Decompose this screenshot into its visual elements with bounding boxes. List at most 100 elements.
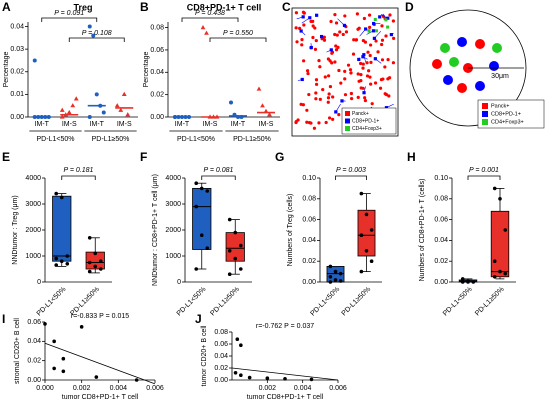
point [503,271,508,276]
y-tick-label: 0.00 [27,377,41,384]
x-tick-label: IM-T [175,121,190,128]
cell-dot [300,43,304,47]
point [492,275,497,279]
box [357,209,376,257]
cell-dot [346,63,351,67]
point [125,112,131,117]
cell [457,83,467,93]
cell-dot [373,57,377,61]
x-tick-label: PD-L1<50% [36,286,68,318]
y-axis-label: Numbers of Treg (cells) [287,194,294,267]
cell-dot [305,120,309,124]
y-tick-label: 0.02 [214,365,228,372]
point [338,271,343,276]
cell-dot [348,68,353,72]
cell-dot [329,19,333,24]
annotation: r=-0.833 P = 0.015 [71,313,129,320]
point [256,86,262,91]
fit-line [44,342,156,385]
chart-title: CD8+PD-1+ T cell [187,2,262,12]
point [52,366,56,371]
legend-swatch [482,103,488,109]
cell-dot [314,78,319,82]
y-tick-label: 0.08 [150,24,164,31]
cell-dot [312,126,317,130]
cell-dot [309,121,313,125]
y-tick-label: 0.08 [302,196,316,203]
cell-dot [372,36,377,40]
point [199,186,204,191]
cell-dot [342,23,347,28]
point [333,269,338,274]
p-value: P = 0.438 [195,10,225,17]
cell-dot [333,12,337,17]
cell-dot [327,92,331,96]
cell-dot [361,38,365,43]
x-tick-label: IM-S [203,121,218,128]
cell-dot [328,59,332,63]
cell [492,43,502,53]
y-tick-label: 0.08 [214,329,228,336]
point [227,272,232,277]
point [333,278,338,282]
cell-dot [334,110,338,114]
cell-dot [307,92,311,97]
y-tick-label: 1000 [25,253,41,260]
x-tick-label: PD-L1≥50% [209,286,241,318]
point [94,92,99,97]
y-tick-label: 0.06 [214,341,228,348]
cell-dot [311,35,315,40]
point [364,212,369,217]
y-tick-label: 0.06 [27,319,41,326]
fit-line [231,367,339,381]
cell-dot [386,58,390,62]
cell-dot [315,13,319,17]
panel-label: E [2,150,10,164]
legend-label: CD8+PD-1+ [352,118,379,124]
legend-swatch [482,111,488,117]
group-label: PD-L1≥50% [233,136,271,143]
y-tick-label: 4000 [25,175,41,182]
legend-swatch [345,126,350,131]
cell-dot [380,58,385,62]
cell-dot [367,13,372,17]
cell-dot [339,81,343,85]
y-tick-label: 0.04 [214,353,228,360]
x-tick-label: IM-T [231,121,246,128]
cell-dot [361,62,365,66]
panel-label: J [195,312,202,326]
point [54,191,59,196]
point [233,256,238,261]
x-tick-label: PD-L1≥50% [474,286,506,318]
point [59,259,64,264]
y-tick-label: 0 [37,279,41,286]
cell-dot [319,34,324,39]
cell [449,57,459,67]
point [359,269,364,274]
panel-label: D [405,0,414,14]
cell-dot [302,11,306,15]
point [65,262,70,266]
cell-dot [369,60,373,64]
cell-dot [343,77,347,81]
legend-swatch [345,111,350,116]
x-tick-label: 0.006 [329,385,347,392]
y-tick-label: 0.06 [150,47,164,54]
cell [440,43,450,53]
cell-dot [337,112,341,117]
bracket [467,175,501,180]
cell [457,37,467,47]
cell-dot [326,74,331,78]
cell-dot [359,61,363,66]
chart-title: Treg [73,2,92,12]
y-tick-label: 0.10 [302,175,316,182]
cell-dot [323,75,327,79]
cell-dot [299,29,303,33]
point [101,110,106,115]
y-tick-label: 0.00 [150,114,164,121]
point [87,115,92,119]
cell-dot [356,72,360,76]
point [200,24,206,30]
point [59,195,64,200]
